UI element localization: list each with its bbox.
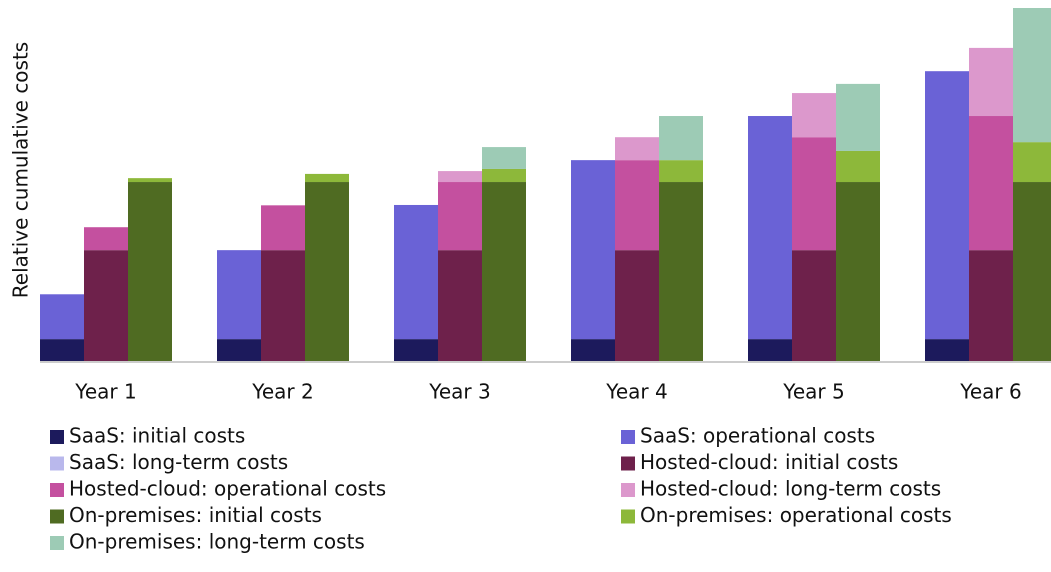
- bar-segment: [438, 171, 482, 183]
- bar-segment: [925, 71, 969, 340]
- legend-swatch: [621, 456, 635, 471]
- bar-segment: [128, 182, 172, 361]
- legend-label: SaaS: initial costs: [69, 424, 245, 448]
- legend-label: Hosted-cloud: long-term costs: [640, 477, 941, 501]
- bar-segment: [615, 160, 659, 251]
- legend-label: Hosted-cloud: initial costs: [640, 450, 898, 474]
- bar-segment: [969, 47, 1013, 117]
- bar-segment: [748, 116, 792, 340]
- bar-segment: [748, 339, 792, 361]
- legend-swatch: [50, 483, 64, 497]
- bar-segment: [659, 182, 703, 361]
- legend-swatch: [621, 430, 635, 444]
- bar-segment: [438, 182, 482, 251]
- legend-swatch: [50, 536, 64, 550]
- bar-segment: [261, 250, 305, 361]
- bar-segment: [659, 116, 703, 161]
- bar-segment: [482, 147, 526, 169]
- bar-segment: [217, 250, 261, 340]
- bar-segment: [261, 205, 305, 251]
- legend-label: SaaS: operational costs: [640, 424, 875, 448]
- bar-segment: [438, 250, 482, 361]
- x-tick-label: Year 2: [251, 380, 313, 404]
- bar-segment: [925, 339, 969, 361]
- bar-segment: [128, 178, 172, 183]
- bar-segment: [305, 182, 349, 361]
- bar-segment: [40, 294, 84, 340]
- legend-swatch: [50, 456, 64, 471]
- bar-segment: [969, 250, 1013, 361]
- bar-segment: [1013, 182, 1051, 361]
- x-tick-label: Year 1: [74, 380, 136, 404]
- bar-segment: [836, 182, 880, 361]
- bar-segment: [217, 339, 261, 361]
- bar-segment: [792, 93, 836, 138]
- legend-swatch: [621, 483, 635, 497]
- bar-segment: [659, 160, 703, 183]
- bar-segment: [571, 339, 615, 361]
- legend-swatch: [50, 509, 64, 524]
- bar-segment: [571, 160, 615, 340]
- bar-segment: [305, 173, 349, 183]
- legend-swatch: [621, 509, 635, 524]
- legend-label: On-premises: initial costs: [69, 503, 322, 527]
- bar-segment: [615, 250, 659, 361]
- bar-segment: [836, 83, 880, 151]
- bar-segment: [482, 182, 526, 361]
- bar-segment: [482, 168, 526, 183]
- bar-segment: [615, 137, 659, 161]
- bar-segment: [792, 250, 836, 361]
- legend-label: SaaS: long-term costs: [69, 450, 288, 474]
- y-axis-label: Relative cumulative costs: [9, 42, 33, 298]
- bar-segment: [1013, 8, 1051, 143]
- bar-segment: [394, 204, 438, 340]
- bar-segment: [394, 339, 438, 361]
- legend-swatch: [50, 430, 64, 444]
- bar-segment: [969, 116, 1013, 251]
- bar-segment: [836, 150, 880, 183]
- bar-segment: [84, 250, 128, 361]
- legend-label: On-premises: operational costs: [640, 503, 952, 527]
- x-tick-label: Year 3: [428, 380, 490, 404]
- bar-segment: [40, 339, 84, 361]
- bar-segment: [792, 137, 836, 251]
- legend-label: On-premises: long-term costs: [69, 530, 365, 554]
- x-tick-label: Year 4: [605, 380, 667, 404]
- bar-segment: [1013, 142, 1051, 183]
- bar-segment: [84, 227, 128, 251]
- x-tick-label: Year 5: [782, 380, 844, 404]
- x-tick-label: Year 6: [959, 380, 1021, 404]
- legend-label: Hosted-cloud: operational costs: [69, 477, 386, 501]
